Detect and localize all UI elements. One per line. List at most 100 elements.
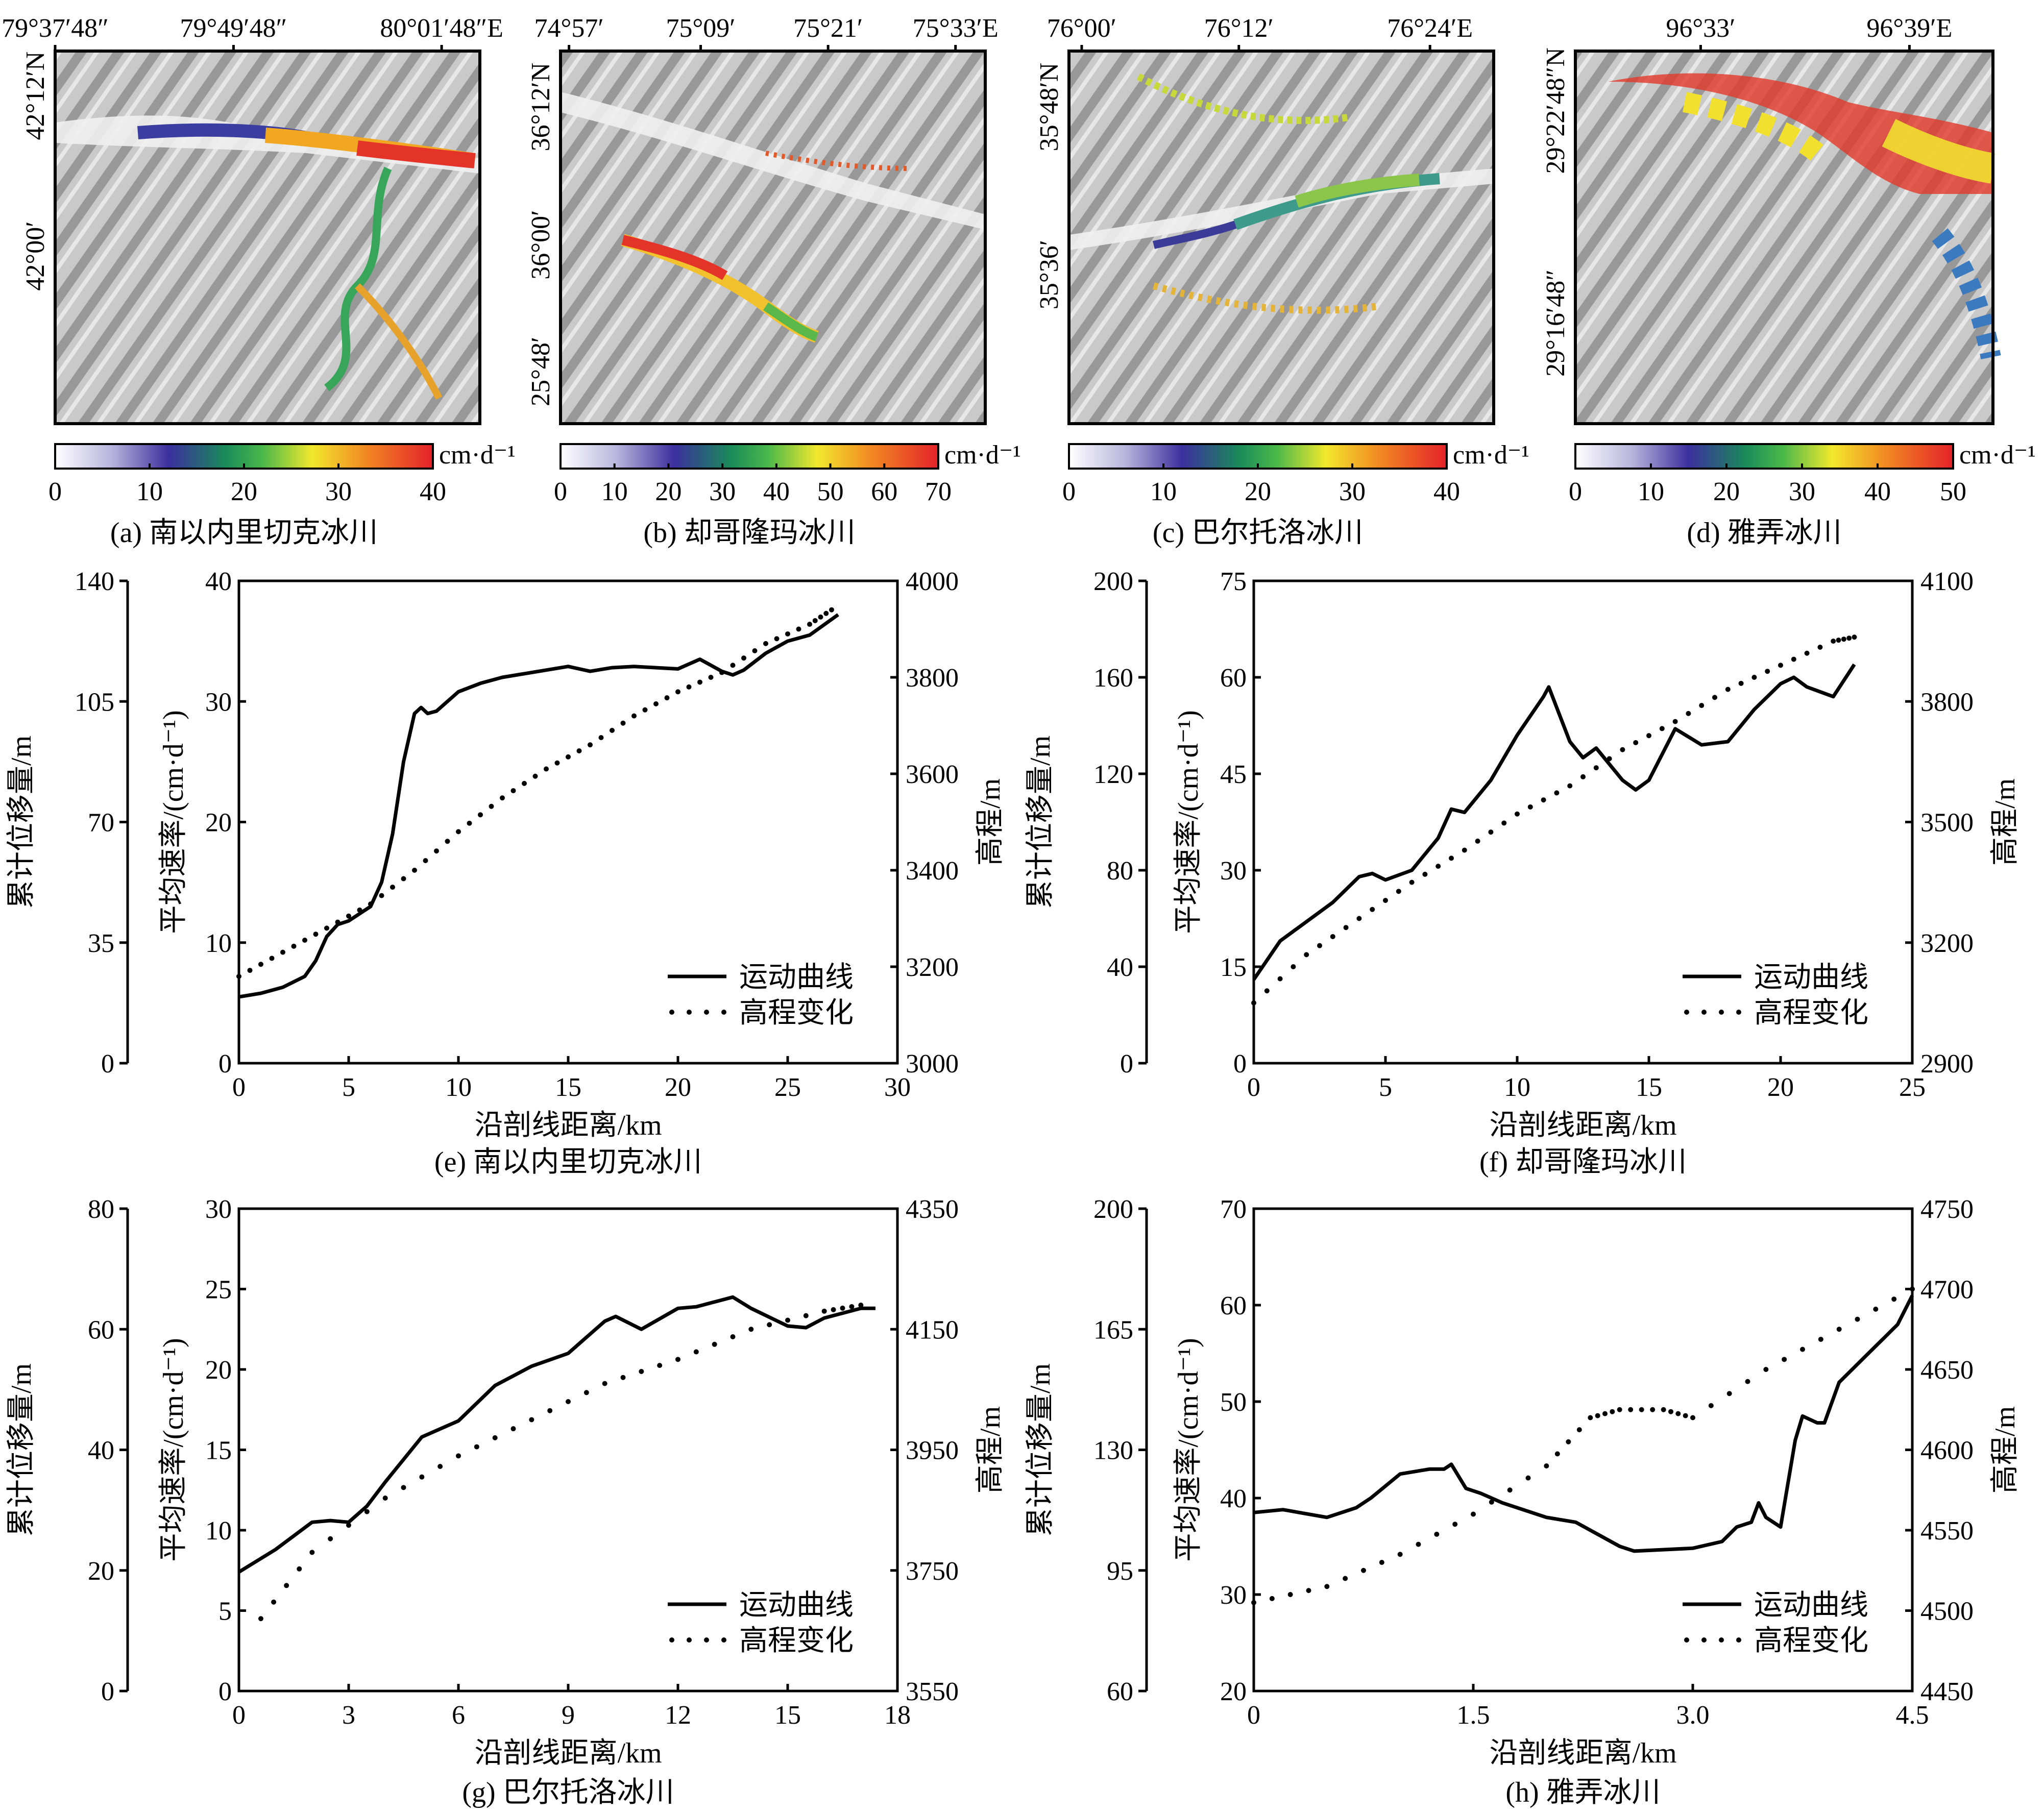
y-outer-axis-label: 累计位移量/m	[1025, 736, 1056, 909]
elevation-point	[478, 812, 483, 818]
legend-label-elevation: 高程变化	[1754, 1625, 1868, 1657]
elevation-point	[1541, 797, 1546, 803]
y-outer-tick-label: 80	[1107, 856, 1133, 886]
y-inner-tick-label: 60	[1220, 664, 1247, 693]
elevation-point	[529, 1417, 534, 1423]
elevation-point	[566, 1399, 571, 1404]
elevation-point	[313, 932, 319, 937]
elevation-point	[258, 962, 263, 967]
elevation-point	[829, 607, 834, 612]
colorbar-tick-label: 30	[325, 477, 352, 506]
y-inner-tick-label: 40	[205, 567, 232, 596]
legend-swatch-elevation	[1736, 1637, 1741, 1643]
elevation-point	[1650, 1407, 1656, 1412]
elevation-point	[1356, 916, 1362, 921]
elevation-point	[796, 626, 801, 632]
map-lon-label: 75°21′	[793, 14, 863, 43]
elevation-point	[1397, 1552, 1403, 1557]
elevation-point	[1846, 635, 1852, 641]
elevation-point	[803, 1313, 809, 1318]
velocity-trace	[356, 140, 476, 168]
elevation-point	[1646, 733, 1651, 739]
elevation-point	[598, 735, 604, 741]
elevation-point	[697, 679, 702, 685]
y-right-tick-label: 3950	[906, 1436, 959, 1465]
y-outer-tick-label: 165	[1093, 1315, 1133, 1344]
y-right-tick-label: 3800	[906, 664, 959, 693]
y-outer-axis-label: 累计位移量/m	[6, 736, 37, 909]
elevation-point	[368, 901, 373, 907]
x-axis-label: 沿剖线距离/km	[1489, 1110, 1676, 1141]
elevation-point	[620, 720, 626, 726]
y-inner-tick-label: 5	[218, 1597, 232, 1626]
y-inner-axis-label: 平均速率/(cm·d⁻¹)	[158, 1338, 189, 1561]
elevation-point	[1515, 811, 1520, 817]
elevation-point	[357, 907, 362, 913]
elevation-point	[763, 641, 768, 646]
colorbar	[1574, 443, 1954, 470]
elevation-point	[675, 1357, 680, 1362]
map-lat-label: 42°12′N	[21, 52, 50, 140]
elevation-point	[741, 655, 746, 661]
elevation-point	[284, 1583, 289, 1588]
colorbar-tick-label: 30	[1339, 477, 1366, 506]
map-panel-c	[1067, 50, 1495, 425]
elevation-point	[401, 876, 406, 881]
colorbar-tick-label: 40	[1864, 477, 1891, 506]
y-right-tick-label: 2900	[1920, 1049, 1974, 1079]
map-lon-label: 96°39′E	[1866, 14, 1952, 43]
chart-2: 0 3 6 9 12 15 18 沿剖线距离/km 0 5 10 15 20 25 30 平均速率/(cm·d…	[6, 1195, 1006, 1808]
y-right-tick-label: 4450	[1920, 1677, 1974, 1706]
legend-label-motion: 运动曲线	[1754, 962, 1868, 993]
y-inner-axis-label: 平均速率/(cm·d⁻¹)	[158, 710, 189, 934]
y-outer-tick-label: 60	[1107, 1677, 1133, 1706]
x-tick-label: 25	[774, 1073, 801, 1102]
elevation-point	[1435, 864, 1441, 869]
y-outer-tick-label: 20	[88, 1557, 114, 1586]
elevation-point	[346, 913, 351, 919]
elevation-point	[236, 973, 241, 979]
elevation-point	[324, 925, 329, 931]
elevation-point	[271, 1599, 277, 1605]
colorbar-unit: cm·d⁻¹	[1959, 440, 2036, 470]
elevation-point	[686, 684, 692, 690]
y-inner-axis-label: 平均速率/(cm·d⁻¹)	[1173, 710, 1204, 934]
x-axis-label: 沿剖线距离/km	[474, 1737, 662, 1769]
elevation-point	[1690, 1415, 1695, 1420]
legend-label-motion: 运动曲线	[739, 962, 854, 993]
x-tick-label: 30	[884, 1073, 911, 1102]
colorbar-tick-label: 40	[420, 477, 446, 506]
elevation-point	[818, 614, 823, 620]
elevation-point	[280, 949, 285, 955]
elevation-point	[1639, 1407, 1644, 1412]
map-lon-label: 76°24′E	[1387, 14, 1473, 43]
elevation-point	[1416, 1541, 1421, 1547]
elevation-point	[1434, 1531, 1440, 1537]
map-lat-label: 29°16′48″	[1541, 270, 1570, 377]
y-right-axis-label: 高程/m	[975, 1406, 1006, 1493]
elevation-point	[1567, 783, 1573, 789]
velocity-trace	[765, 151, 909, 171]
elevation-point	[1800, 1346, 1805, 1352]
elevation-point	[1475, 838, 1480, 844]
elevation-point	[1264, 988, 1270, 994]
elevation-point	[620, 1375, 626, 1380]
y-outer-tick-label: 40	[88, 1436, 114, 1465]
velocity-patch	[1608, 73, 1993, 194]
x-tick-label: 20	[1767, 1073, 1794, 1102]
velocity-trace	[763, 302, 819, 341]
x-tick-label: 12	[665, 1701, 691, 1730]
map-lon-label: 75°33′E	[913, 14, 999, 43]
y-inner-tick-label: 10	[205, 929, 232, 958]
map-lat-label: 35°36′	[1035, 240, 1064, 309]
elevation-point	[823, 610, 829, 616]
elevation-point	[434, 848, 439, 854]
map-lon-label: 80°01′48″E	[380, 14, 503, 43]
elevation-point	[1527, 804, 1533, 810]
elevation-point	[1836, 1327, 1842, 1332]
x-tick-label: 4.5	[1896, 1701, 1929, 1730]
charts: 0 5 10 15 20 25 30沿剖线距离/km010203040平均速率/(cm·d⁻…	[6, 567, 2021, 1808]
y-outer-tick-label: 0	[101, 1049, 114, 1079]
colorbar-unit: cm·d⁻¹	[1453, 440, 1529, 470]
legend-label-motion: 运动曲线	[1754, 1589, 1868, 1621]
